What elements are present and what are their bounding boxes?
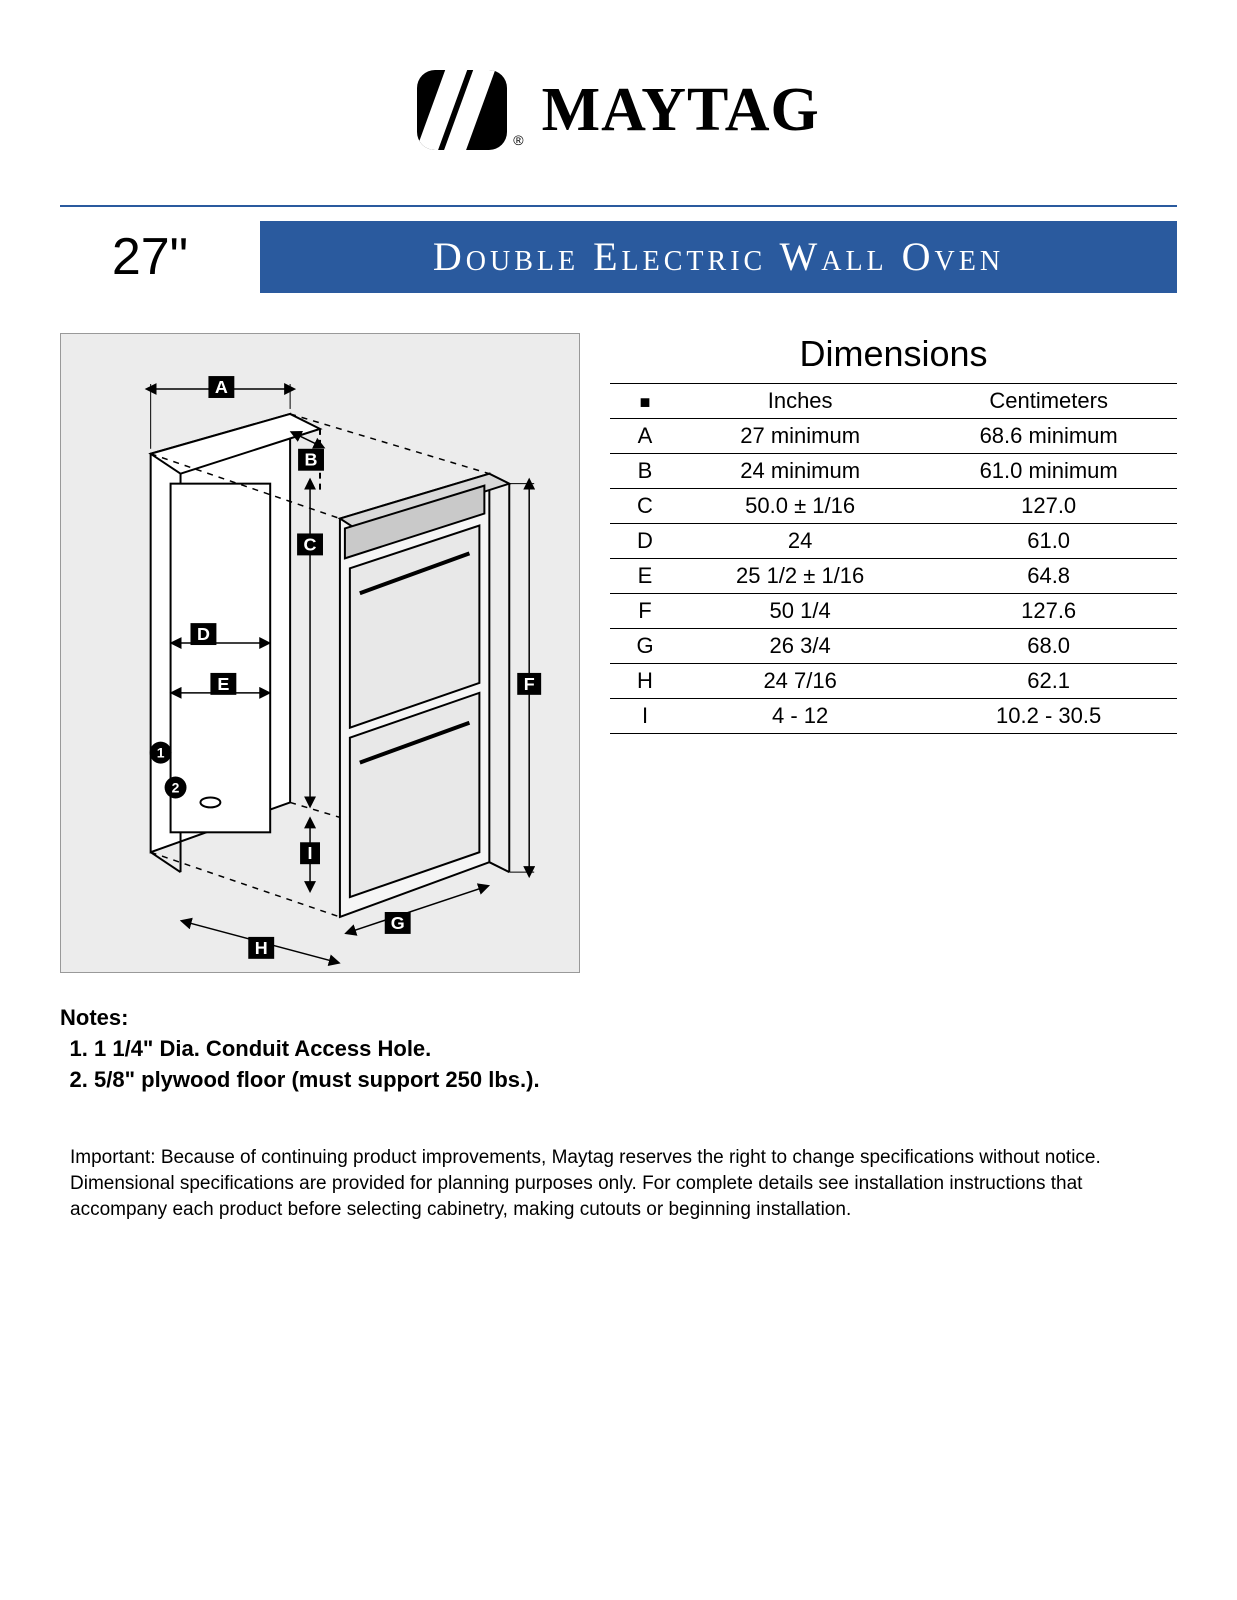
notes-section: Notes: 1 1/4" Dia. Conduit Access Hole.5…	[60, 1003, 1177, 1095]
note-item: 5/8" plywood floor (must support 250 lbs…	[94, 1065, 1177, 1096]
svg-text:A: A	[215, 377, 228, 397]
dim-inches: 50.0 ± 1/16	[680, 489, 920, 524]
dim-inches: 24 minimum	[680, 454, 920, 489]
dim-cm: 62.1	[920, 664, 1177, 699]
svg-text:1: 1	[157, 745, 165, 761]
svg-text:H: H	[255, 938, 268, 958]
product-title: Double Electric Wall Oven	[260, 221, 1177, 293]
dim-key: F	[610, 594, 680, 629]
table-row: E25 1/2 ± 1/1664.8	[610, 559, 1177, 594]
table-row: G26 3/468.0	[610, 629, 1177, 664]
note-item: 1 1/4" Dia. Conduit Access Hole.	[94, 1034, 1177, 1065]
notes-heading: Notes:	[60, 1003, 1177, 1034]
col-key: ■	[610, 384, 680, 419]
dim-cm: 68.0	[920, 629, 1177, 664]
svg-text:I: I	[308, 843, 313, 863]
table-row: D2461.0	[610, 524, 1177, 559]
dimensions-panel: Dimensions ■ Inches Centimeters A27 mini…	[610, 333, 1177, 734]
dim-key: H	[610, 664, 680, 699]
dim-cm: 127.0	[920, 489, 1177, 524]
dim-cm: 68.6 minimum	[920, 419, 1177, 454]
dim-inches: 27 minimum	[680, 419, 920, 454]
brand-logo: ® MAYTAG	[60, 70, 1177, 155]
dim-cm: 127.6	[920, 594, 1177, 629]
dim-key: B	[610, 454, 680, 489]
logo-mark-icon	[417, 70, 507, 150]
svg-text:G: G	[391, 913, 405, 933]
dim-key: E	[610, 559, 680, 594]
col-cm: Centimeters	[920, 384, 1177, 419]
dim-inches: 24 7/16	[680, 664, 920, 699]
dim-cm: 64.8	[920, 559, 1177, 594]
header-rule	[60, 205, 1177, 207]
dim-inches: 26 3/4	[680, 629, 920, 664]
brand-name: MAYTAG	[542, 75, 820, 146]
registered-mark: ®	[513, 132, 523, 148]
table-row: I4 - 1210.2 - 30.5	[610, 699, 1177, 734]
table-row: A27 minimum68.6 minimum	[610, 419, 1177, 454]
table-row: F50 1/4127.6	[610, 594, 1177, 629]
dim-cm: 10.2 - 30.5	[920, 699, 1177, 734]
svg-text:F: F	[524, 674, 535, 694]
dimension-diagram: A B C D	[60, 333, 580, 973]
table-row: H24 7/1662.1	[610, 664, 1177, 699]
dim-inches: 24	[680, 524, 920, 559]
svg-text:C: C	[304, 534, 317, 554]
dim-key: A	[610, 419, 680, 454]
dim-inches: 4 - 12	[680, 699, 920, 734]
svg-text:2: 2	[172, 779, 180, 795]
dim-inches: 50 1/4	[680, 594, 920, 629]
disclaimer-text: Important: Because of continuing product…	[60, 1145, 1177, 1222]
dim-cm: 61.0 minimum	[920, 454, 1177, 489]
dim-cm: 61.0	[920, 524, 1177, 559]
dimensions-table: ■ Inches Centimeters A27 minimum68.6 min…	[610, 383, 1177, 734]
svg-text:E: E	[217, 674, 229, 694]
table-row: B24 minimum61.0 minimum	[610, 454, 1177, 489]
dim-key: G	[610, 629, 680, 664]
dim-key: C	[610, 489, 680, 524]
dim-key: D	[610, 524, 680, 559]
dimensions-heading: Dimensions	[610, 333, 1177, 375]
size-badge: 27"	[60, 221, 240, 293]
title-row: 27" Double Electric Wall Oven	[60, 221, 1177, 293]
svg-text:B: B	[305, 450, 318, 470]
dim-inches: 25 1/2 ± 1/16	[680, 559, 920, 594]
table-row: C50.0 ± 1/16127.0	[610, 489, 1177, 524]
col-inches: Inches	[680, 384, 920, 419]
svg-text:D: D	[197, 624, 210, 644]
dim-key: I	[610, 699, 680, 734]
